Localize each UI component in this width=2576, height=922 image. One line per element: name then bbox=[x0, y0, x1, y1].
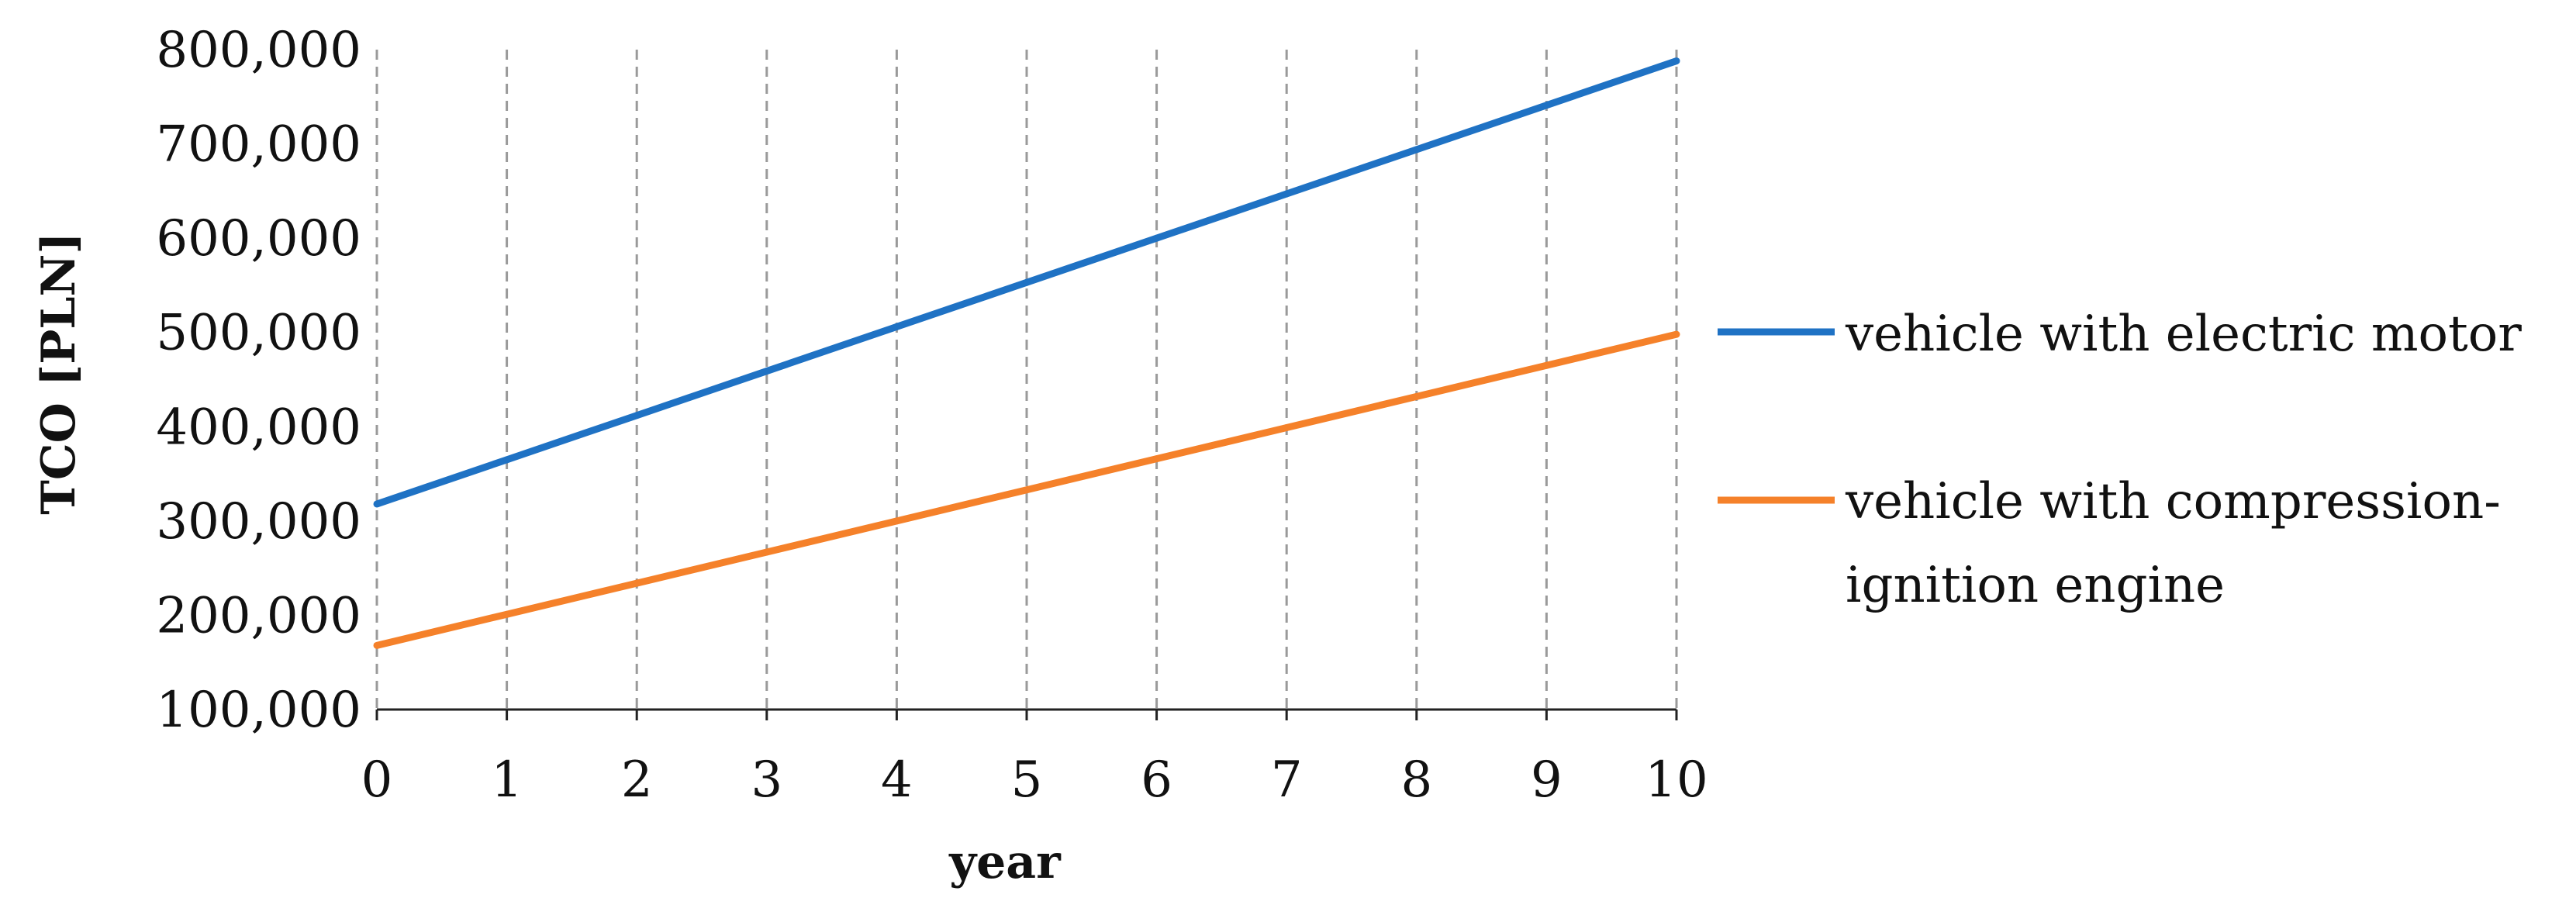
series-1-point bbox=[1153, 234, 1161, 242]
series-1-point bbox=[373, 500, 381, 508]
y-tick-label: 200,000 bbox=[156, 587, 361, 644]
series-2-point bbox=[893, 517, 900, 525]
x-tick-label: 8 bbox=[1400, 751, 1432, 809]
y-tick-label: 700,000 bbox=[156, 116, 361, 174]
series-2-point bbox=[633, 579, 641, 587]
x-tick-label: 3 bbox=[751, 751, 782, 809]
x-tick-label: 2 bbox=[621, 751, 653, 809]
series-2-point bbox=[1153, 455, 1161, 463]
legend-label-line: vehicle with electric motor bbox=[1845, 306, 2522, 363]
x-tick-label: 0 bbox=[361, 751, 393, 809]
x-tick-label: 1 bbox=[491, 751, 523, 809]
x-tick-label: 4 bbox=[881, 751, 913, 809]
x-tick-label: 9 bbox=[1531, 751, 1563, 809]
legend-label-line: vehicle with compression- bbox=[1845, 473, 2501, 530]
series-2-point bbox=[503, 610, 511, 618]
series-2-point bbox=[1023, 486, 1031, 494]
series-2-point bbox=[763, 548, 771, 556]
series-1-point bbox=[1283, 190, 1290, 198]
legend-label-line: ignition engine bbox=[1846, 557, 2225, 614]
x-tick-label: 10 bbox=[1645, 751, 1708, 809]
series-1-point bbox=[1673, 57, 1680, 65]
series-2-point bbox=[1413, 392, 1421, 400]
y-axis-title: TCO [PLN] bbox=[32, 232, 86, 514]
y-tick-label: 100,000 bbox=[156, 682, 361, 739]
x-tick-label: 5 bbox=[1011, 751, 1043, 809]
series-1-point bbox=[633, 412, 641, 420]
series-1-point bbox=[1542, 102, 1550, 109]
series-1-point bbox=[1023, 278, 1031, 286]
legend-label-2: vehicle with compression-ignition engine bbox=[1845, 473, 2501, 614]
y-tick-labels: 100,000 200,000 300,000 400,000 500,000 600,0… bbox=[156, 22, 361, 739]
series-2-point bbox=[1542, 361, 1550, 369]
series-lines bbox=[373, 57, 1680, 649]
series-1-point bbox=[763, 368, 771, 375]
series-2-point bbox=[1283, 424, 1290, 432]
x-tick-labels: 0 1 2 3 4 5 6 7 8 9 10 bbox=[361, 710, 1708, 809]
y-tick-label: 500,000 bbox=[156, 305, 361, 362]
series-1-point bbox=[1413, 146, 1421, 154]
x-axis-title: year bbox=[948, 835, 1062, 889]
series-2-point bbox=[1673, 330, 1680, 338]
y-tick-label: 400,000 bbox=[156, 399, 361, 456]
y-tick-label: 300,000 bbox=[156, 493, 361, 551]
series-1-point bbox=[503, 456, 511, 464]
series-2-point bbox=[373, 641, 381, 649]
legend-label-1: vehicle with electric motor bbox=[1845, 306, 2522, 363]
y-tick-label: 600,000 bbox=[156, 210, 361, 268]
x-tick-label: 6 bbox=[1141, 751, 1172, 809]
series-1-point bbox=[893, 323, 900, 330]
grid-lines bbox=[375, 50, 1678, 710]
x-tick-label: 7 bbox=[1271, 751, 1303, 809]
y-tick-label: 800,000 bbox=[156, 22, 361, 79]
legend: vehicle with electric motor vehicle with … bbox=[1718, 306, 2522, 614]
